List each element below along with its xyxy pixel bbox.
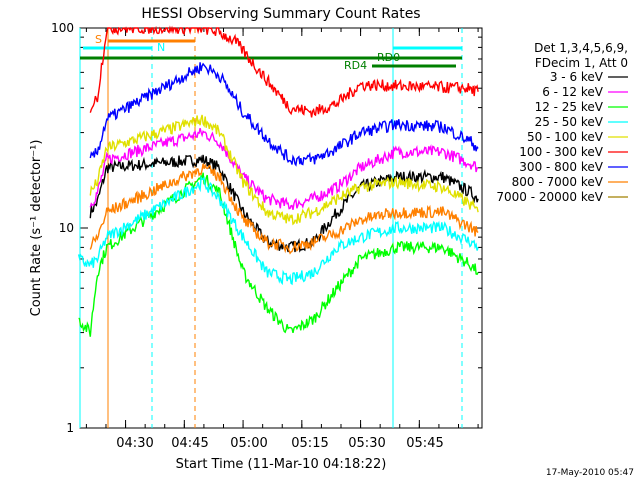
saa-label: S (95, 33, 102, 46)
series-line (89, 62, 479, 167)
legend-entry-label: 50 - 100 keV (527, 130, 604, 144)
legend: Det 1,3,4,5,6,9, FDecim 1, Att 0 3 - 6 k… (496, 41, 628, 204)
legend-entry-label: 6 - 12 keV (542, 85, 604, 99)
legend-entry-label: 3 - 6 keV (550, 70, 604, 84)
series-line (89, 163, 479, 255)
chart-title: HESSI Observing Summary Count Rates (141, 6, 420, 22)
y-tick-label: 10 (59, 221, 74, 235)
x-tick-label: 05:45 (406, 436, 443, 451)
rd4-label: RD4 (344, 59, 367, 72)
series-line (89, 128, 479, 210)
legend-entry-label: 7000 - 20000 keV (496, 190, 603, 204)
y-axis-label: Count Rate (s⁻¹ detector⁻¹) (29, 140, 44, 317)
legend-entry-label: 300 - 800 keV (519, 160, 603, 174)
x-tick-label: 05:00 (230, 436, 267, 451)
x-axis-label: Start Time (11-Mar-10 04:18:22) (176, 457, 387, 472)
x-tick-label: 04:45 (171, 436, 208, 451)
x-tick-label: 05:30 (348, 436, 385, 451)
legend-header-line: FDecim 1, Att 0 (535, 56, 628, 70)
generation-timestamp: 17-May-2010 05:47 (546, 468, 634, 478)
y-tick-label: 1 (66, 421, 74, 435)
night-label: N (157, 41, 165, 54)
y-tick-label: 100 (51, 21, 74, 35)
legend-entry-label: 25 - 50 keV (535, 115, 604, 129)
series-line (77, 175, 479, 286)
series-group (77, 25, 479, 337)
rd0-label: RD0 (377, 51, 400, 64)
legend-entry-label: 100 - 300 keV (519, 145, 603, 159)
legend-header-line: Det 1,3,4,5,6,9, (534, 41, 628, 55)
x-tick-label: 05:15 (291, 436, 328, 451)
x-tick-label: 04:30 (116, 436, 153, 451)
axis-ticks (80, 28, 482, 429)
series-line (89, 114, 479, 226)
series-line (89, 25, 479, 118)
legend-entry-label: 800 - 7000 keV (512, 175, 604, 189)
legend-entry-label: 12 - 25 keV (535, 100, 604, 114)
